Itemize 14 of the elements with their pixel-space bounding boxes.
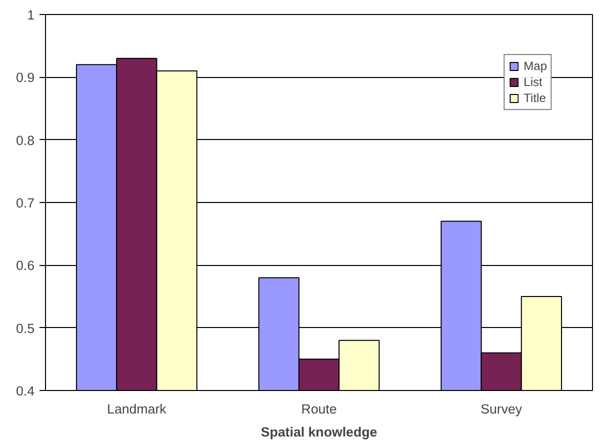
legend-label: List xyxy=(524,75,544,89)
x-axis-title: Spatial knowledge xyxy=(260,424,378,440)
y-tick-label: 0.6 xyxy=(16,258,35,274)
legend-label: Map xyxy=(524,59,547,73)
legend-label: Title xyxy=(524,91,546,105)
y-tick-label: 0.4 xyxy=(16,384,36,398)
y-tick-label: 0.9 xyxy=(16,70,35,86)
x-tick-label: Landmark xyxy=(107,402,167,416)
y-tick-label: 1 xyxy=(27,8,35,22)
y-tick-label: 0.5 xyxy=(16,320,35,336)
y-tick-label: 0.7 xyxy=(16,196,35,210)
x-tick-label: Survey xyxy=(480,402,522,416)
x-tick-label: Route xyxy=(301,402,337,416)
y-tick-label: 0.8 xyxy=(16,132,35,148)
